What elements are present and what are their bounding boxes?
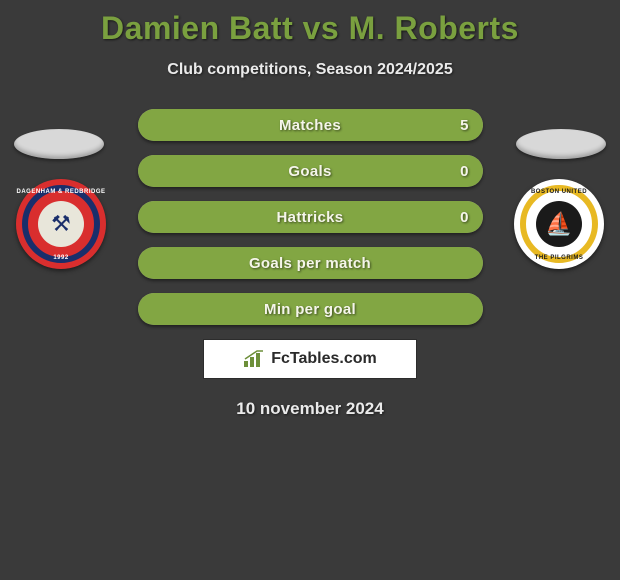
page-title: Damien Batt vs M. Roberts [0,0,620,47]
bar-row-hattricks: Hattricks 0 [138,201,483,233]
club-crest-left: ⚒ DAGENHAM & REDBRIDGE 1992 [16,179,106,269]
brand-box: FcTables.com [203,339,417,379]
bar-row-matches: Matches 5 [138,109,483,141]
bar-row-min-per-goal: Min per goal [138,293,483,325]
bar-label: Goals per match [138,247,483,279]
brand-text: FcTables.com [271,350,377,368]
comparison-stage: ⚒ DAGENHAM & REDBRIDGE 1992 ⛵ BOSTON UNI… [0,109,620,419]
stat-bars: Matches 5 Goals 0 Hattricks 0 Goals per … [138,109,483,325]
crest-left-name: DAGENHAM & REDBRIDGE [16,189,105,195]
bar-row-goals-per-match: Goals per match [138,247,483,279]
bar-row-goals: Goals 0 [138,155,483,187]
crest-right-glyph-icon: ⛵ [545,211,572,237]
crest-left-glyph-icon: ⚒ [51,211,71,237]
crest-left-inner: ⚒ [38,201,84,247]
player-left-ellipse [14,129,104,159]
bar-value: 5 [460,109,468,141]
page-subtitle: Club competitions, Season 2024/2025 [0,61,620,79]
crest-right-inner: ⛵ [536,201,582,247]
crest-right-name-top: BOSTON UNITED [531,189,587,195]
player-right-ellipse [516,129,606,159]
bar-chart-icon [243,350,265,368]
bar-value: 0 [460,201,468,233]
bar-label: Min per goal [138,293,483,325]
bar-value: 0 [460,155,468,187]
crest-left-year: 1992 [53,255,68,261]
crest-right-name-bottom: THE PILGRIMS [535,255,584,261]
bar-label: Hattricks [138,201,483,233]
bar-label: Goals [138,155,483,187]
bar-label: Matches [138,109,483,141]
club-crest-right: ⛵ BOSTON UNITED THE PILGRIMS [514,179,604,269]
snapshot-date: 10 november 2024 [0,399,620,419]
